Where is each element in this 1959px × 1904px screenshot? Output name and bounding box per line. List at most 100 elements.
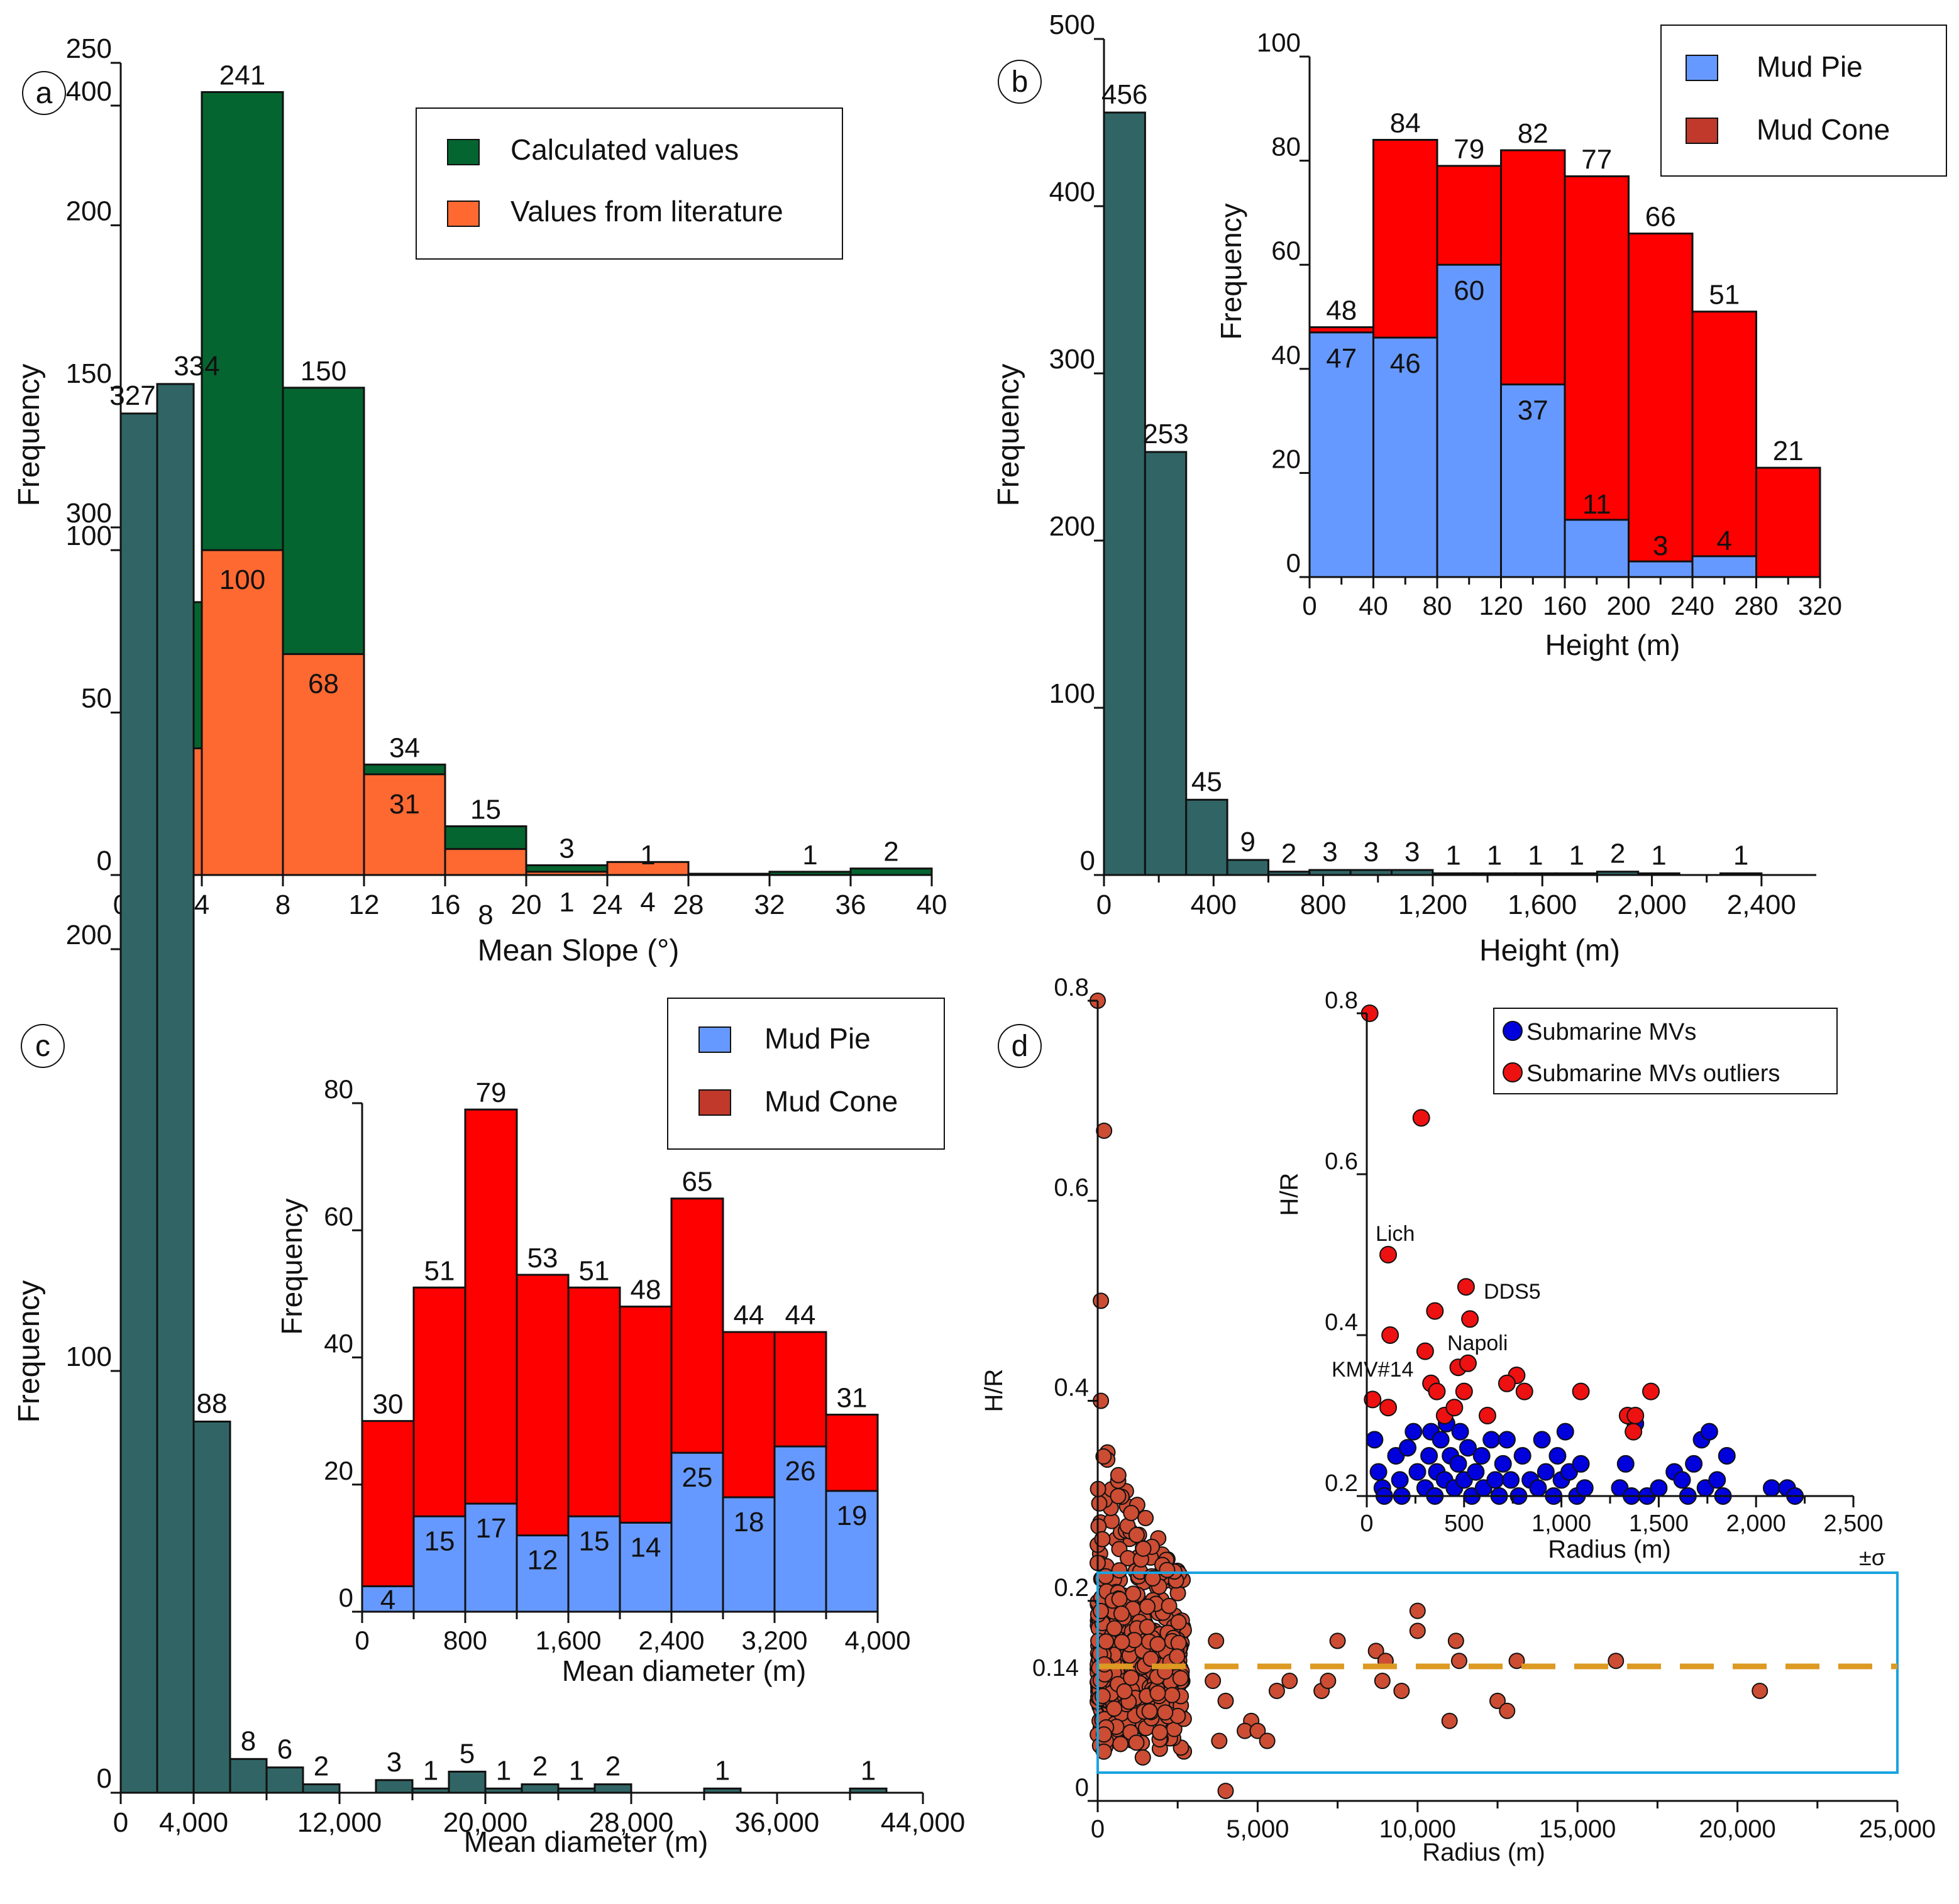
a-xlabel: Mean Slope (°) [478, 934, 680, 967]
b-bar-label: 1 [1569, 840, 1584, 871]
d-point [1499, 1702, 1516, 1719]
d-point [1259, 1732, 1276, 1749]
b-y-tick-label: 0 [1080, 845, 1095, 876]
b-y-tick-label: 300 [1049, 344, 1095, 375]
b-bar-label: 9 [1240, 827, 1255, 857]
c-inset-bar-pie [722, 1496, 776, 1613]
b-inset-value-labels: 48 47 84 46 79 60 82 37 77 11 66 3 51 4 21 [1326, 107, 1803, 561]
d-annotation-napoli: Napoli [1447, 1331, 1508, 1355]
d-inset-point-outlier [1625, 1422, 1643, 1441]
c-x-tick-label: 4,000 [159, 1807, 228, 1838]
c-bar-label: 2 [314, 1751, 329, 1782]
c-bar [265, 1766, 304, 1794]
b-bar [1103, 111, 1146, 876]
b-inset-total-label: 51 [1709, 280, 1740, 311]
c-inset-pie-label: 18 [734, 1507, 764, 1538]
a-legend-box [416, 107, 843, 260]
d-inset-point-outlier [1457, 1278, 1475, 1296]
d-inset-point-submarine [1502, 1471, 1520, 1489]
c-inset-total-label: 31 [837, 1383, 868, 1414]
d-point [1134, 1749, 1151, 1766]
d-point [1268, 1682, 1285, 1699]
d-point [1095, 1726, 1112, 1743]
d-point [1211, 1732, 1228, 1749]
c-bar [192, 1421, 231, 1794]
d-inset-point-submarine [1366, 1431, 1384, 1449]
d-inset-point-submarine [1391, 1471, 1409, 1489]
d-point [1128, 1526, 1145, 1543]
b-bar-label: 2 [1610, 839, 1625, 869]
b-bar [1144, 451, 1188, 876]
d-inset-point-submarine [1685, 1455, 1703, 1473]
c-y-tick-label: 400 [66, 76, 112, 107]
d-point [1409, 1602, 1426, 1619]
d-legend: Submarine MVs Submarine MVs outliers [1493, 1008, 1838, 1094]
d-legend-marker-submarine [1503, 1021, 1523, 1041]
d-legend-label-outliers: Submarine MVs outliers [1526, 1060, 1780, 1087]
d-inset-point-submarine [1369, 1463, 1388, 1481]
d-inset-point-submarine [1548, 1447, 1567, 1465]
a-y-tick-label: 50 [81, 683, 112, 714]
a-ylabel: Frequency [13, 364, 46, 507]
d-point [1091, 1495, 1108, 1512]
a-bar-literature-label: 100 [219, 564, 265, 595]
d-inset-xlabel: Radius (m) [1548, 1536, 1671, 1563]
d-inset-point-submarine [1451, 1422, 1469, 1441]
b-inset-total-label: 48 [1326, 295, 1357, 326]
a-bar-total-label: 3 [559, 833, 574, 864]
d-inset-point-submarine [1529, 1479, 1547, 1497]
d-inset-point-outlier [1416, 1342, 1434, 1360]
d-inset-point-submarine [1575, 1479, 1594, 1497]
c-bar-label: 6 [277, 1734, 292, 1765]
b-inset-x-tick-label: 160 [1543, 591, 1587, 620]
d-point [1450, 1653, 1467, 1670]
b-x-tick-label: 1,600 [1508, 889, 1577, 920]
c-bar [119, 412, 158, 1794]
d-point [1125, 1585, 1142, 1602]
d-inset-point-outlier [1515, 1382, 1533, 1400]
b-inset-total-label: 21 [1773, 436, 1804, 466]
a-bar-literature [444, 848, 527, 876]
d-point [1111, 1562, 1128, 1579]
d-point [1170, 1614, 1187, 1631]
d-point [1374, 1673, 1391, 1690]
d-annotation-lich: Lich [1376, 1222, 1415, 1246]
c-inset-total-label: 30 [373, 1389, 404, 1420]
d-inset-point-outlier [1379, 1246, 1398, 1263]
d-point [1144, 1570, 1161, 1587]
c-legend-label-pie: Mud Pie [764, 1022, 871, 1055]
d-point [1097, 1568, 1114, 1585]
c-inset-bar-pie [773, 1445, 827, 1613]
d-point [1172, 1670, 1189, 1687]
d-legend-box [1493, 1008, 1838, 1094]
d-inset-point-outlier [1381, 1326, 1399, 1344]
a-bar-literature [201, 549, 284, 876]
a-bar-total-label: 1 [802, 840, 817, 871]
b-inset-axes: 0 20 40 60 80 100 0 40 80 120 160 200 240 280 320 [1257, 28, 1842, 620]
d-xlabel: Radius (m) [1422, 1839, 1545, 1866]
d-inset-x-tick-label: 1,000 [1531, 1511, 1591, 1537]
c-inset-pie-label: 19 [837, 1500, 868, 1531]
c-inset-y-tick-label: 40 [324, 1329, 353, 1358]
d-point [1123, 1669, 1140, 1686]
c-bar [593, 1783, 632, 1794]
d-point [1113, 1634, 1130, 1651]
c-bar-label: 88 [197, 1389, 228, 1419]
d-legend-marker-outliers [1503, 1062, 1523, 1082]
d-y-tick-label: 0.2 [1054, 1574, 1089, 1602]
c-bar-label: 8 [241, 1725, 256, 1756]
d-y-tick-label: 0.4 [1054, 1374, 1089, 1402]
b-legend: Mud Pie Mud Cone [1660, 25, 1947, 177]
b-x-tick-label: 2,000 [1617, 889, 1686, 920]
d-inset-point-outlier [1642, 1382, 1660, 1400]
d-point [1249, 1722, 1266, 1739]
d-point [1116, 1683, 1133, 1700]
b-legend-label-pie: Mud Pie [1757, 50, 1863, 83]
c-bar-label: 1 [423, 1755, 438, 1786]
d-inset-point-outlier [1498, 1374, 1516, 1392]
d-point [1164, 1687, 1181, 1703]
d-inset-point-outlier [1412, 1109, 1430, 1127]
a-legend-label-calc: Calculated values [510, 133, 739, 166]
